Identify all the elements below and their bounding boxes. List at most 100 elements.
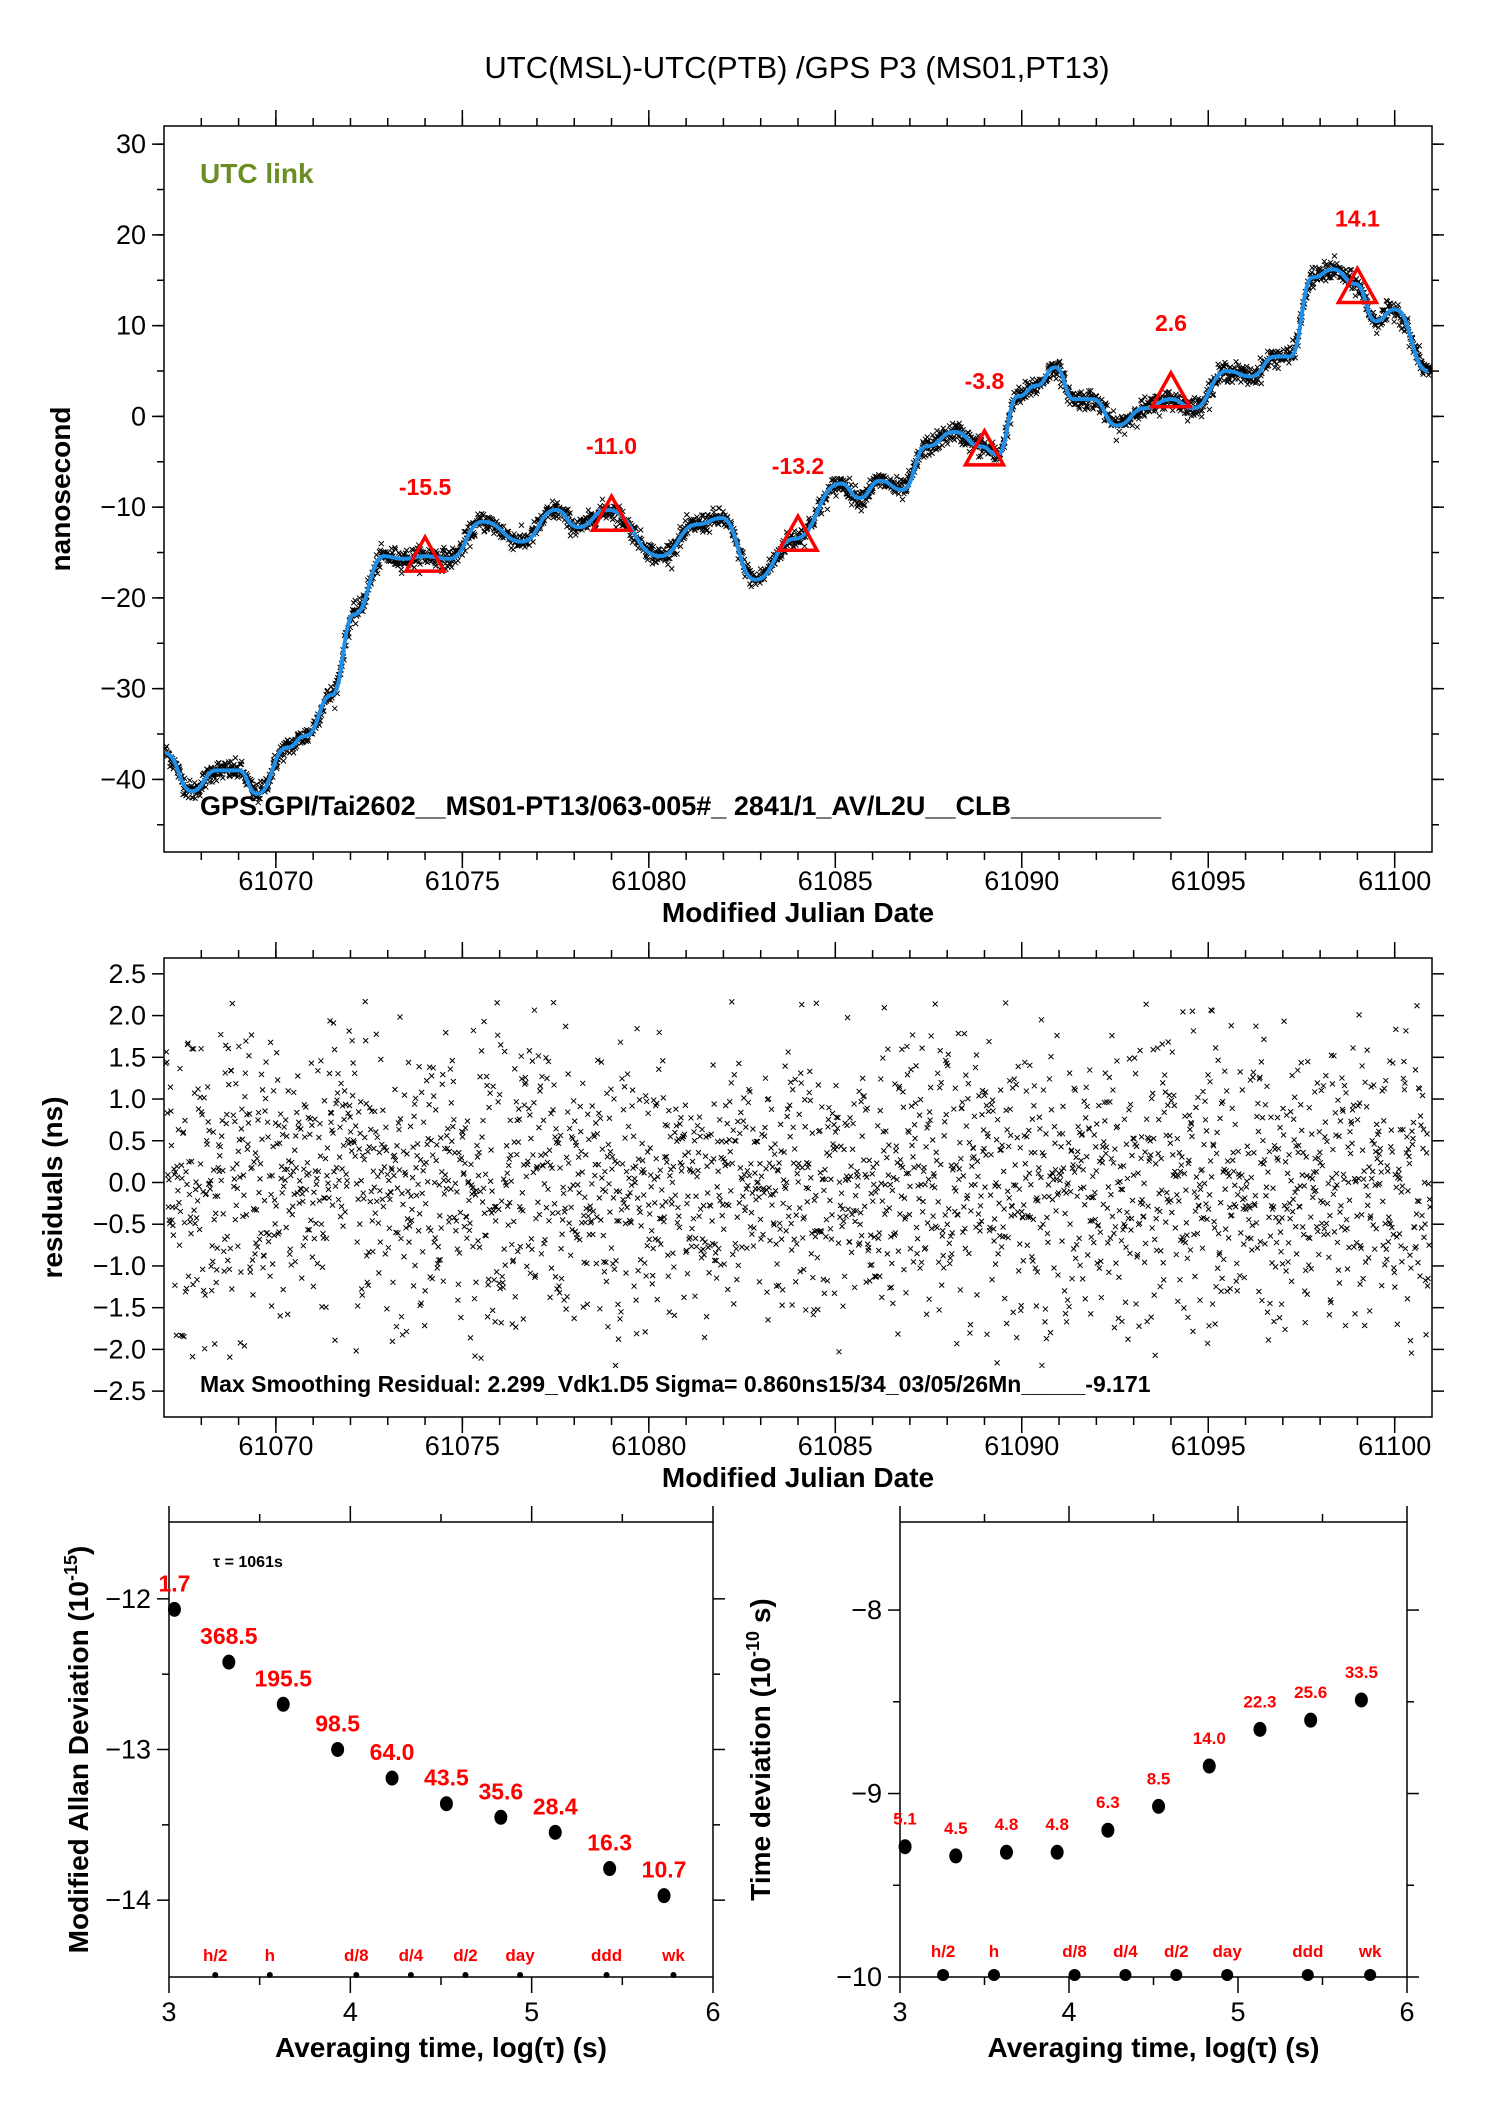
- residual-point: [662, 1198, 669, 1205]
- residual-point: [231, 1118, 238, 1125]
- residual-point: [956, 1166, 963, 1172]
- residual-point: [659, 1057, 666, 1064]
- residual-point: [273, 1049, 280, 1056]
- residual-point: [1193, 1174, 1200, 1180]
- residual-point: [1123, 1141, 1130, 1148]
- residual-point: [684, 1270, 691, 1277]
- residual-point: [1040, 1221, 1046, 1228]
- residual-point: [991, 1216, 998, 1222]
- residual-point: [262, 1108, 268, 1114]
- residual-point: [913, 1224, 920, 1231]
- residual-point: [1017, 1144, 1024, 1151]
- residual-point: [1118, 1237, 1125, 1244]
- residual-point: [530, 1152, 536, 1158]
- residual-point: [585, 1213, 592, 1219]
- residual-point: [429, 1152, 436, 1158]
- residual-point: [984, 1331, 990, 1338]
- residual-point: [944, 1221, 951, 1228]
- residual-point: [1026, 1170, 1033, 1177]
- data-point: [1129, 422, 1136, 429]
- residual-point: [620, 1106, 627, 1113]
- residual-point: [609, 1153, 616, 1160]
- residual-point: [1133, 1301, 1139, 1307]
- residual-point: [1107, 1235, 1114, 1241]
- residual-point: [268, 1303, 275, 1309]
- residual-point: [960, 1173, 967, 1179]
- residual-point: [1203, 1201, 1209, 1207]
- residual-point: [309, 1122, 315, 1129]
- residual-point: [1102, 1150, 1109, 1157]
- residual-point: [668, 1201, 675, 1207]
- data-point: [666, 555, 673, 562]
- residual-point: [606, 1115, 613, 1122]
- y-tick-label: 1.5: [108, 1042, 146, 1072]
- residual-point: [737, 1109, 744, 1116]
- residual-point: [1123, 1244, 1129, 1251]
- residual-point: [799, 1235, 806, 1241]
- residual-point: [965, 1095, 971, 1102]
- residual-point: [438, 1225, 445, 1231]
- residual-point: [956, 1139, 963, 1146]
- residual-point: [841, 1146, 847, 1153]
- residual-point: [895, 1248, 902, 1254]
- residual-point: [410, 1144, 416, 1150]
- residual-point: [874, 1122, 881, 1129]
- residual-point: [1199, 1245, 1206, 1252]
- residual-point: [584, 1111, 591, 1118]
- residual-point: [207, 1186, 214, 1192]
- residual-point: [195, 1086, 201, 1092]
- residual-point: [733, 1276, 740, 1283]
- residual-point: [227, 1245, 234, 1252]
- residual-point: [400, 1201, 406, 1208]
- x-tick-label: 61085: [798, 1431, 873, 1461]
- residual-point: [666, 1172, 673, 1179]
- residual-point: [1054, 1032, 1060, 1039]
- phase-points: [164, 253, 1432, 806]
- residual-point: [582, 1219, 589, 1226]
- residual-point: [358, 1177, 365, 1184]
- residual-point: [990, 1108, 996, 1114]
- y-axis-label: residuals (ns): [37, 1096, 68, 1278]
- residual-point: [176, 1242, 183, 1249]
- residual-point: [356, 1221, 363, 1227]
- residual-point: [914, 1250, 920, 1257]
- residual-point: [284, 1311, 291, 1318]
- data-point: [432, 563, 439, 569]
- data-point: [192, 795, 199, 802]
- residual-point: [735, 1060, 742, 1067]
- data-point: [668, 565, 675, 572]
- data-point: [1169, 407, 1176, 414]
- residual-point: [1045, 1239, 1051, 1246]
- data-point: [1029, 376, 1036, 383]
- residual-point: [184, 1181, 190, 1188]
- residual-point: [857, 1221, 864, 1228]
- residual-point: [708, 1159, 715, 1165]
- residual-point: [443, 1185, 450, 1192]
- residual-point: [1046, 1076, 1053, 1082]
- residual-point: [292, 1133, 299, 1139]
- residual-point: [346, 1028, 352, 1034]
- residual-point: [231, 1176, 238, 1182]
- residual-point: [232, 1080, 239, 1087]
- residual-point: [1007, 1132, 1014, 1139]
- residual-point: [1104, 1205, 1111, 1211]
- residual-point: [758, 1173, 765, 1180]
- x-tick-label: 61085: [798, 866, 873, 896]
- residual-point: [727, 1148, 734, 1155]
- residual-point: [224, 1257, 231, 1264]
- residual-point: [476, 1149, 482, 1156]
- residual-point: [745, 1099, 752, 1106]
- residual-point: [778, 1236, 785, 1242]
- residual-point: [571, 1315, 578, 1322]
- residual-point: [1043, 1131, 1049, 1137]
- residual-point: [573, 1142, 580, 1149]
- residual-point: [501, 1246, 508, 1252]
- residual-point: [630, 1133, 637, 1140]
- residual-point: [206, 1127, 213, 1134]
- data-point: [202, 784, 209, 790]
- residual-point: [752, 1170, 758, 1177]
- residual-point: [976, 1092, 982, 1099]
- residual-point: [577, 1128, 584, 1135]
- residual-point: [529, 1058, 536, 1064]
- residual-point: [170, 1222, 176, 1229]
